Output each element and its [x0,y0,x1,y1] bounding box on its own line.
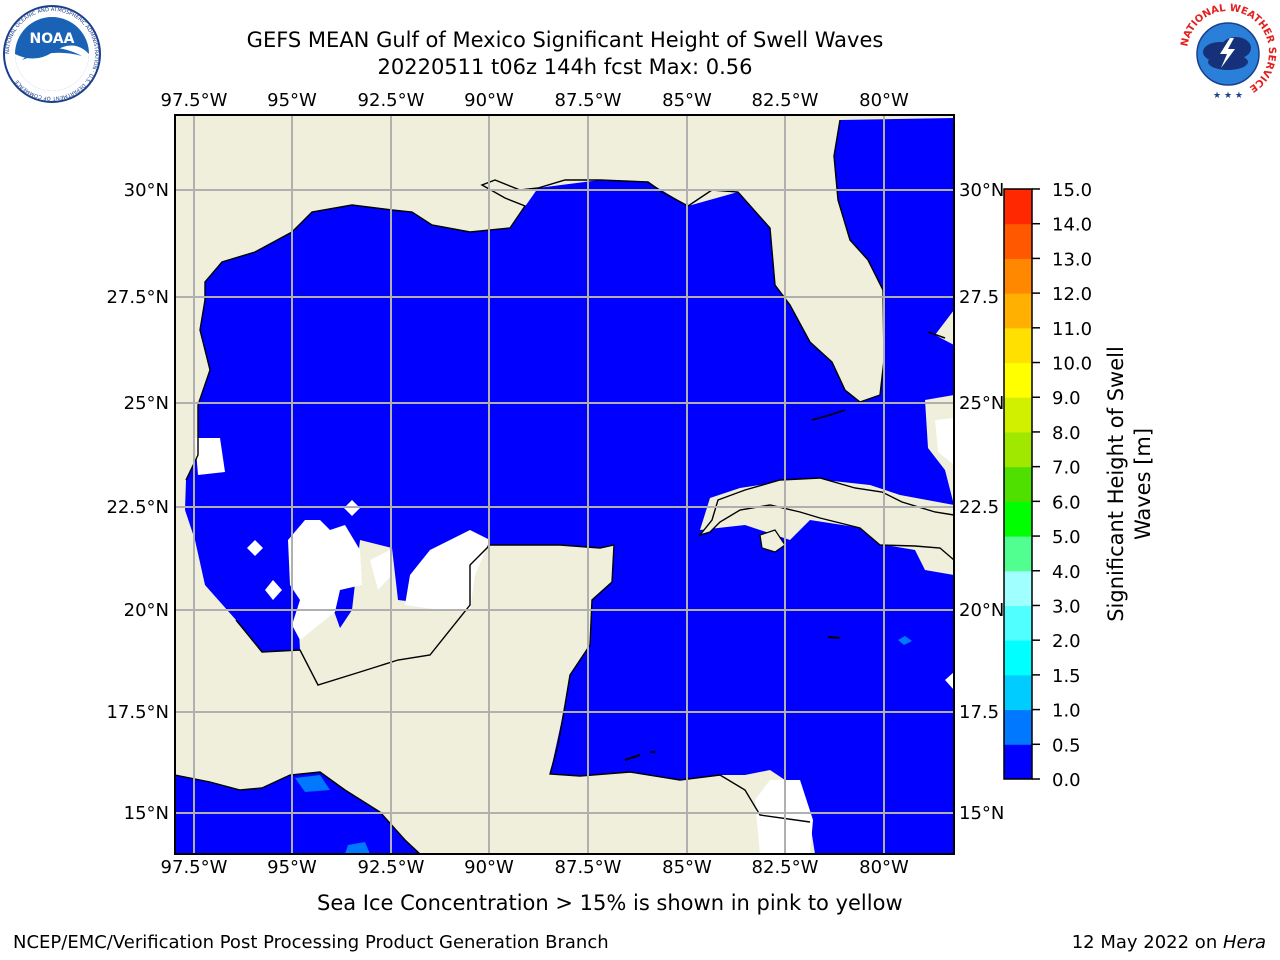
colorbar-swatch [1004,258,1032,294]
colorbar-tick-label: 7.0 [1052,458,1081,479]
gulf-coastline [185,119,885,481]
colorbar-label-line1: Significant Height of Swell [1104,346,1128,622]
footer-credit: NCEP/EMC/Verification Post Processing Pr… [13,932,609,953]
colorbar-tick-label: 6.0 [1052,492,1081,513]
lon-tick-label-bottom: 85°W [662,857,712,878]
colorbar-swatch [1004,431,1032,468]
footer-host: Hera [1222,932,1266,953]
lat-tick-label-right: 17.5 [959,702,999,723]
colorbar-swatch [1004,536,1032,572]
colorbar-swatch [1004,501,1032,537]
colorbar-tick-label: 3.0 [1052,596,1081,617]
lon-tick-label-top: 85°W [662,90,712,111]
colorbar-tick-label: 8.0 [1052,423,1081,444]
colorbar-tick-label: 9.0 [1052,388,1081,409]
lat-tick-label-right: 22.5 [959,497,999,518]
colorbar-tick-label: 15.0 [1052,180,1092,201]
colorbar-swatch [1004,466,1032,502]
colorbar-tick-label: 0.5 [1052,735,1081,756]
colorbar-tick-label: 12.0 [1052,284,1092,305]
footer-date: 12 May 2022 on Hera [1072,932,1266,953]
colorbar-swatch [1004,327,1032,364]
lat-tick-label-right: 30°N [959,180,1004,201]
noaa-logo: NATIONAL OCEANIC AND ATMOSPHERIC ADMINIS… [3,5,101,103]
lon-tick-label-top: 95°W [267,90,317,111]
nws-logo: NATIONAL WEATHER SERVICE ★ ★ ★ [1179,3,1277,101]
colorbar-swatch [1004,362,1032,398]
colorbar-swatch [1004,570,1032,606]
colorbar-tick-label: 5.0 [1052,527,1081,548]
lon-tick-label-top: 90°W [464,90,514,111]
colorbar-swatch [1004,397,1032,433]
lat-tick-label-left: 15°N [124,803,169,824]
lat-tick-label-left: 27.5°N [106,287,169,308]
footer-date-text: 12 May 2022 on [1071,932,1223,953]
lon-tick-label-bottom: 82.5°W [752,857,819,878]
colorbar-tick-label: 1.0 [1052,701,1081,722]
colorbar-tick-label: 10.0 [1052,354,1092,375]
colorbar-swatch [1004,640,1032,676]
lat-tick-label-right: 25°N [959,393,1004,414]
colorbar-tick-label: 11.0 [1052,319,1092,340]
lon-tick-label-bottom: 87.5°W [555,857,622,878]
colorbar-label-line2: Waves [m] [1131,428,1155,540]
colorbar-swatch [1004,223,1032,259]
lat-tick-label-left: 25°N [124,393,169,414]
lon-tick-label-bottom: 97.5°W [161,857,228,878]
colorbar-swatch [1004,189,1032,225]
colorbar-swatch [1004,709,1032,745]
lon-tick-label-bottom: 92.5°W [358,857,425,878]
colorbar-tick-label: 1.5 [1052,666,1081,687]
colorbar-swatch [1004,744,1032,780]
lon-tick-label-top: 80°W [859,90,909,111]
colorbar-tick-label: 4.0 [1052,562,1081,583]
map-frame [174,114,955,855]
lat-tick-label-right: 27.5 [959,287,999,308]
colorbar-tick-label: 13.0 [1052,249,1092,270]
noaa-logo-text: NOAA [30,31,75,47]
colorbar-tick-label: 2.0 [1052,631,1081,652]
colorbar-swatch [1004,293,1032,329]
lon-tick-label-top: 82.5°W [752,90,819,111]
lon-tick-label-top: 87.5°W [555,90,622,111]
lat-tick-label-left: 20°N [124,600,169,621]
lat-tick-label-left: 22.5°N [106,497,169,518]
lon-tick-label-bottom: 90°W [464,857,514,878]
gulf-swell-field [185,118,954,854]
lat-tick-label-left: 30°N [124,180,169,201]
lon-tick-label-top: 97.5°W [161,90,228,111]
sea-ice-note-text: Sea Ice Concentration > 15% is shown in … [317,891,903,915]
colorbar-frame [1003,188,1033,780]
svg-text:★ ★ ★: ★ ★ ★ [1213,91,1243,101]
colorbar-swatch [1004,674,1032,711]
lat-tick-label-right: 15°N [959,803,1004,824]
map-title: GEFS MEAN Gulf of Mexico Significant Hei… [246,28,884,52]
lon-tick-label-bottom: 95°W [267,857,317,878]
lon-tick-label-top: 92.5°W [358,90,425,111]
colorbar-tick-label: 0.0 [1052,770,1081,791]
map-subtitle: 20220511 t06z 144h fcst Max: 0.56 [377,55,753,79]
lat-tick-label-left: 17.5°N [106,702,169,723]
lat-tick-label-right: 20°N [959,600,1004,621]
lon-tick-label-bottom: 80°W [859,857,909,878]
colorbar-tick-label: 14.0 [1052,215,1092,236]
colorbar [1004,189,1032,780]
colorbar-swatch [1004,605,1032,641]
